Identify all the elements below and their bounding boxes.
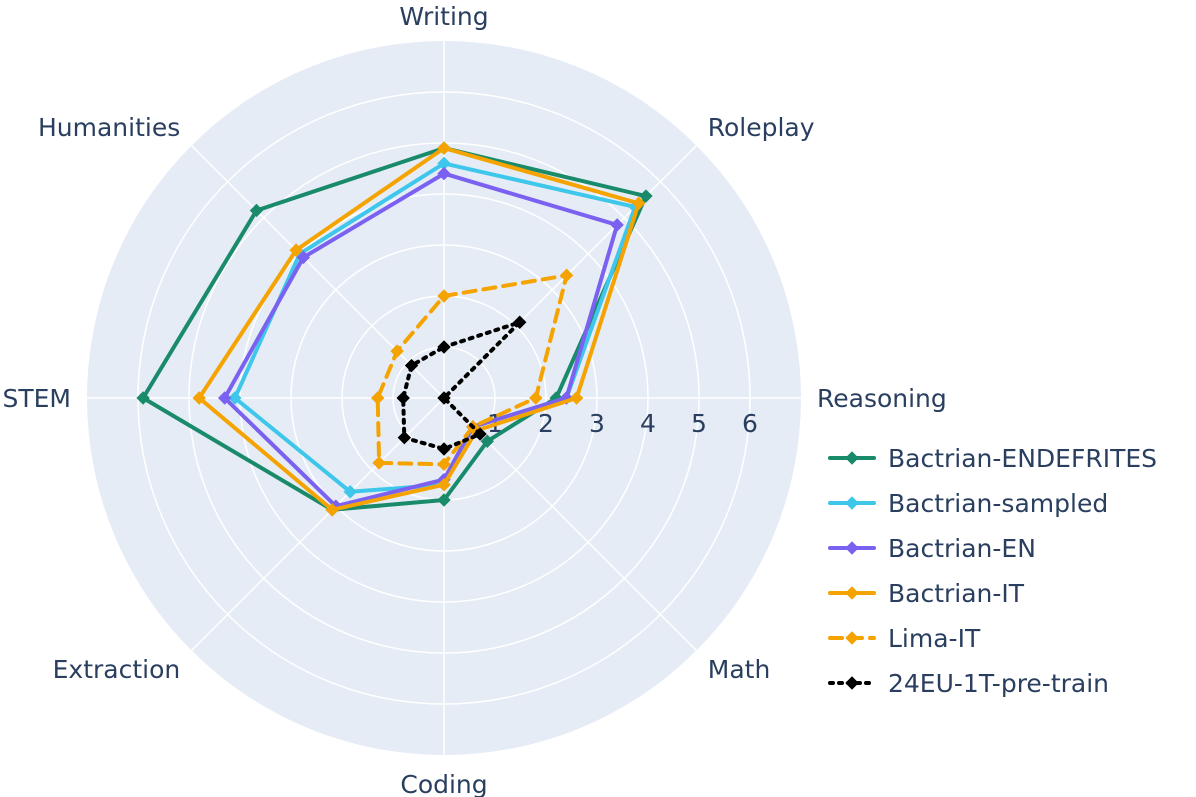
category-label: STEM <box>2 384 71 413</box>
category-label: Roleplay <box>708 113 815 142</box>
data-point <box>325 503 339 517</box>
data-point <box>473 427 487 441</box>
category-label: Reasoning <box>817 384 947 413</box>
category-label: Humanities <box>38 113 180 142</box>
series-24eu-1t-pre-train <box>396 315 527 456</box>
data-point <box>192 391 206 405</box>
data-point <box>136 391 150 405</box>
legend-swatch-marker <box>845 541 859 555</box>
data-point <box>569 391 584 405</box>
data-point <box>437 493 451 507</box>
legend-swatch-marker <box>845 676 859 690</box>
radial-tick-label: 5 <box>691 409 707 438</box>
legend-label: Bactrian-ENDEFRITES <box>888 444 1157 473</box>
data-point <box>639 189 653 203</box>
category-labels: Writing Roleplay Reasoning Math Coding Extrac… <box>2 2 946 797</box>
data-point <box>437 457 451 472</box>
legend-item: Lima-IT <box>828 624 981 653</box>
legend-label: Bactrian-sampled <box>888 489 1108 518</box>
legend: Bactrian-ENDEFRITES Bactrian-sampled Bactr… <box>828 444 1157 698</box>
category-label: Coding <box>400 770 487 797</box>
data-point <box>397 430 412 445</box>
data-point <box>296 250 311 265</box>
radial-tick-label: 2 <box>538 409 554 438</box>
data-point <box>217 391 232 405</box>
data-point <box>529 391 543 405</box>
series-traces <box>136 141 653 517</box>
legend-item: Bactrian-sampled <box>828 489 1108 518</box>
data-point <box>372 456 386 470</box>
data-point <box>437 340 451 354</box>
legend-label: 24EU-1T-pre-train <box>888 669 1109 698</box>
legend-label: Lima-IT <box>888 624 981 653</box>
data-point <box>390 344 404 358</box>
radial-tick-label: 3 <box>589 409 605 438</box>
data-point <box>437 391 451 405</box>
legend-item: Bactrian-ENDEFRITES <box>828 444 1157 473</box>
data-point <box>249 203 264 218</box>
category-label: Writing <box>399 2 488 31</box>
legend-swatch-marker <box>845 586 859 600</box>
data-point <box>437 477 451 492</box>
data-point <box>343 485 357 499</box>
legend-swatch-marker <box>845 631 859 645</box>
data-point <box>559 268 574 283</box>
data-point <box>632 196 646 210</box>
data-point <box>513 315 527 329</box>
legend-item: Bactrian-EN <box>828 534 1036 563</box>
radial-tick-label: 6 <box>742 409 758 438</box>
grid-spoke <box>191 145 445 399</box>
data-point <box>228 391 242 405</box>
legend-item: Bactrian-IT <box>828 579 1025 608</box>
radial-tick-label: 4 <box>640 409 656 438</box>
series-line <box>401 320 522 451</box>
legend-item: 24EU-1T-pre-train <box>828 669 1109 698</box>
legend-swatch-marker <box>845 496 859 510</box>
category-label: Math <box>708 655 771 684</box>
data-point <box>437 442 451 456</box>
data-point <box>610 218 624 232</box>
data-point <box>437 289 451 303</box>
legend-swatch-marker <box>845 451 859 465</box>
data-point <box>370 391 385 405</box>
data-point <box>404 358 419 373</box>
data-point <box>437 141 451 155</box>
legend-label: Bactrian-EN <box>888 534 1036 563</box>
category-label: Extraction <box>53 655 181 684</box>
data-point <box>480 434 494 448</box>
data-point <box>289 243 303 257</box>
data-point <box>437 166 451 181</box>
legend-label: Bactrian-IT <box>888 579 1025 608</box>
data-point <box>396 391 410 405</box>
